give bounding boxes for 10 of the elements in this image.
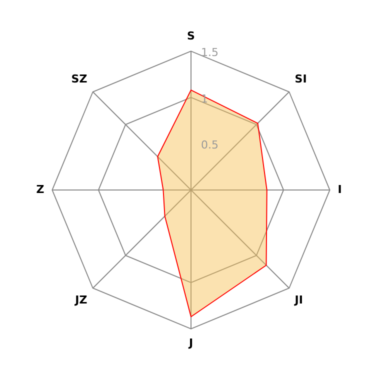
spoke-label: JI: [294, 293, 303, 306]
spoke-label: J: [188, 336, 194, 350]
spoke-label: S: [187, 29, 196, 42]
spoke-label: SI: [294, 72, 307, 86]
spoke-label: Z: [36, 182, 44, 196]
y-tick-label: 1.5: [201, 46, 218, 60]
spoke-label: JZ: [74, 293, 88, 306]
spoke-label: I: [338, 182, 342, 196]
y-tick-label: 0.5: [201, 138, 218, 152]
spoke-label: SZ: [71, 72, 88, 86]
